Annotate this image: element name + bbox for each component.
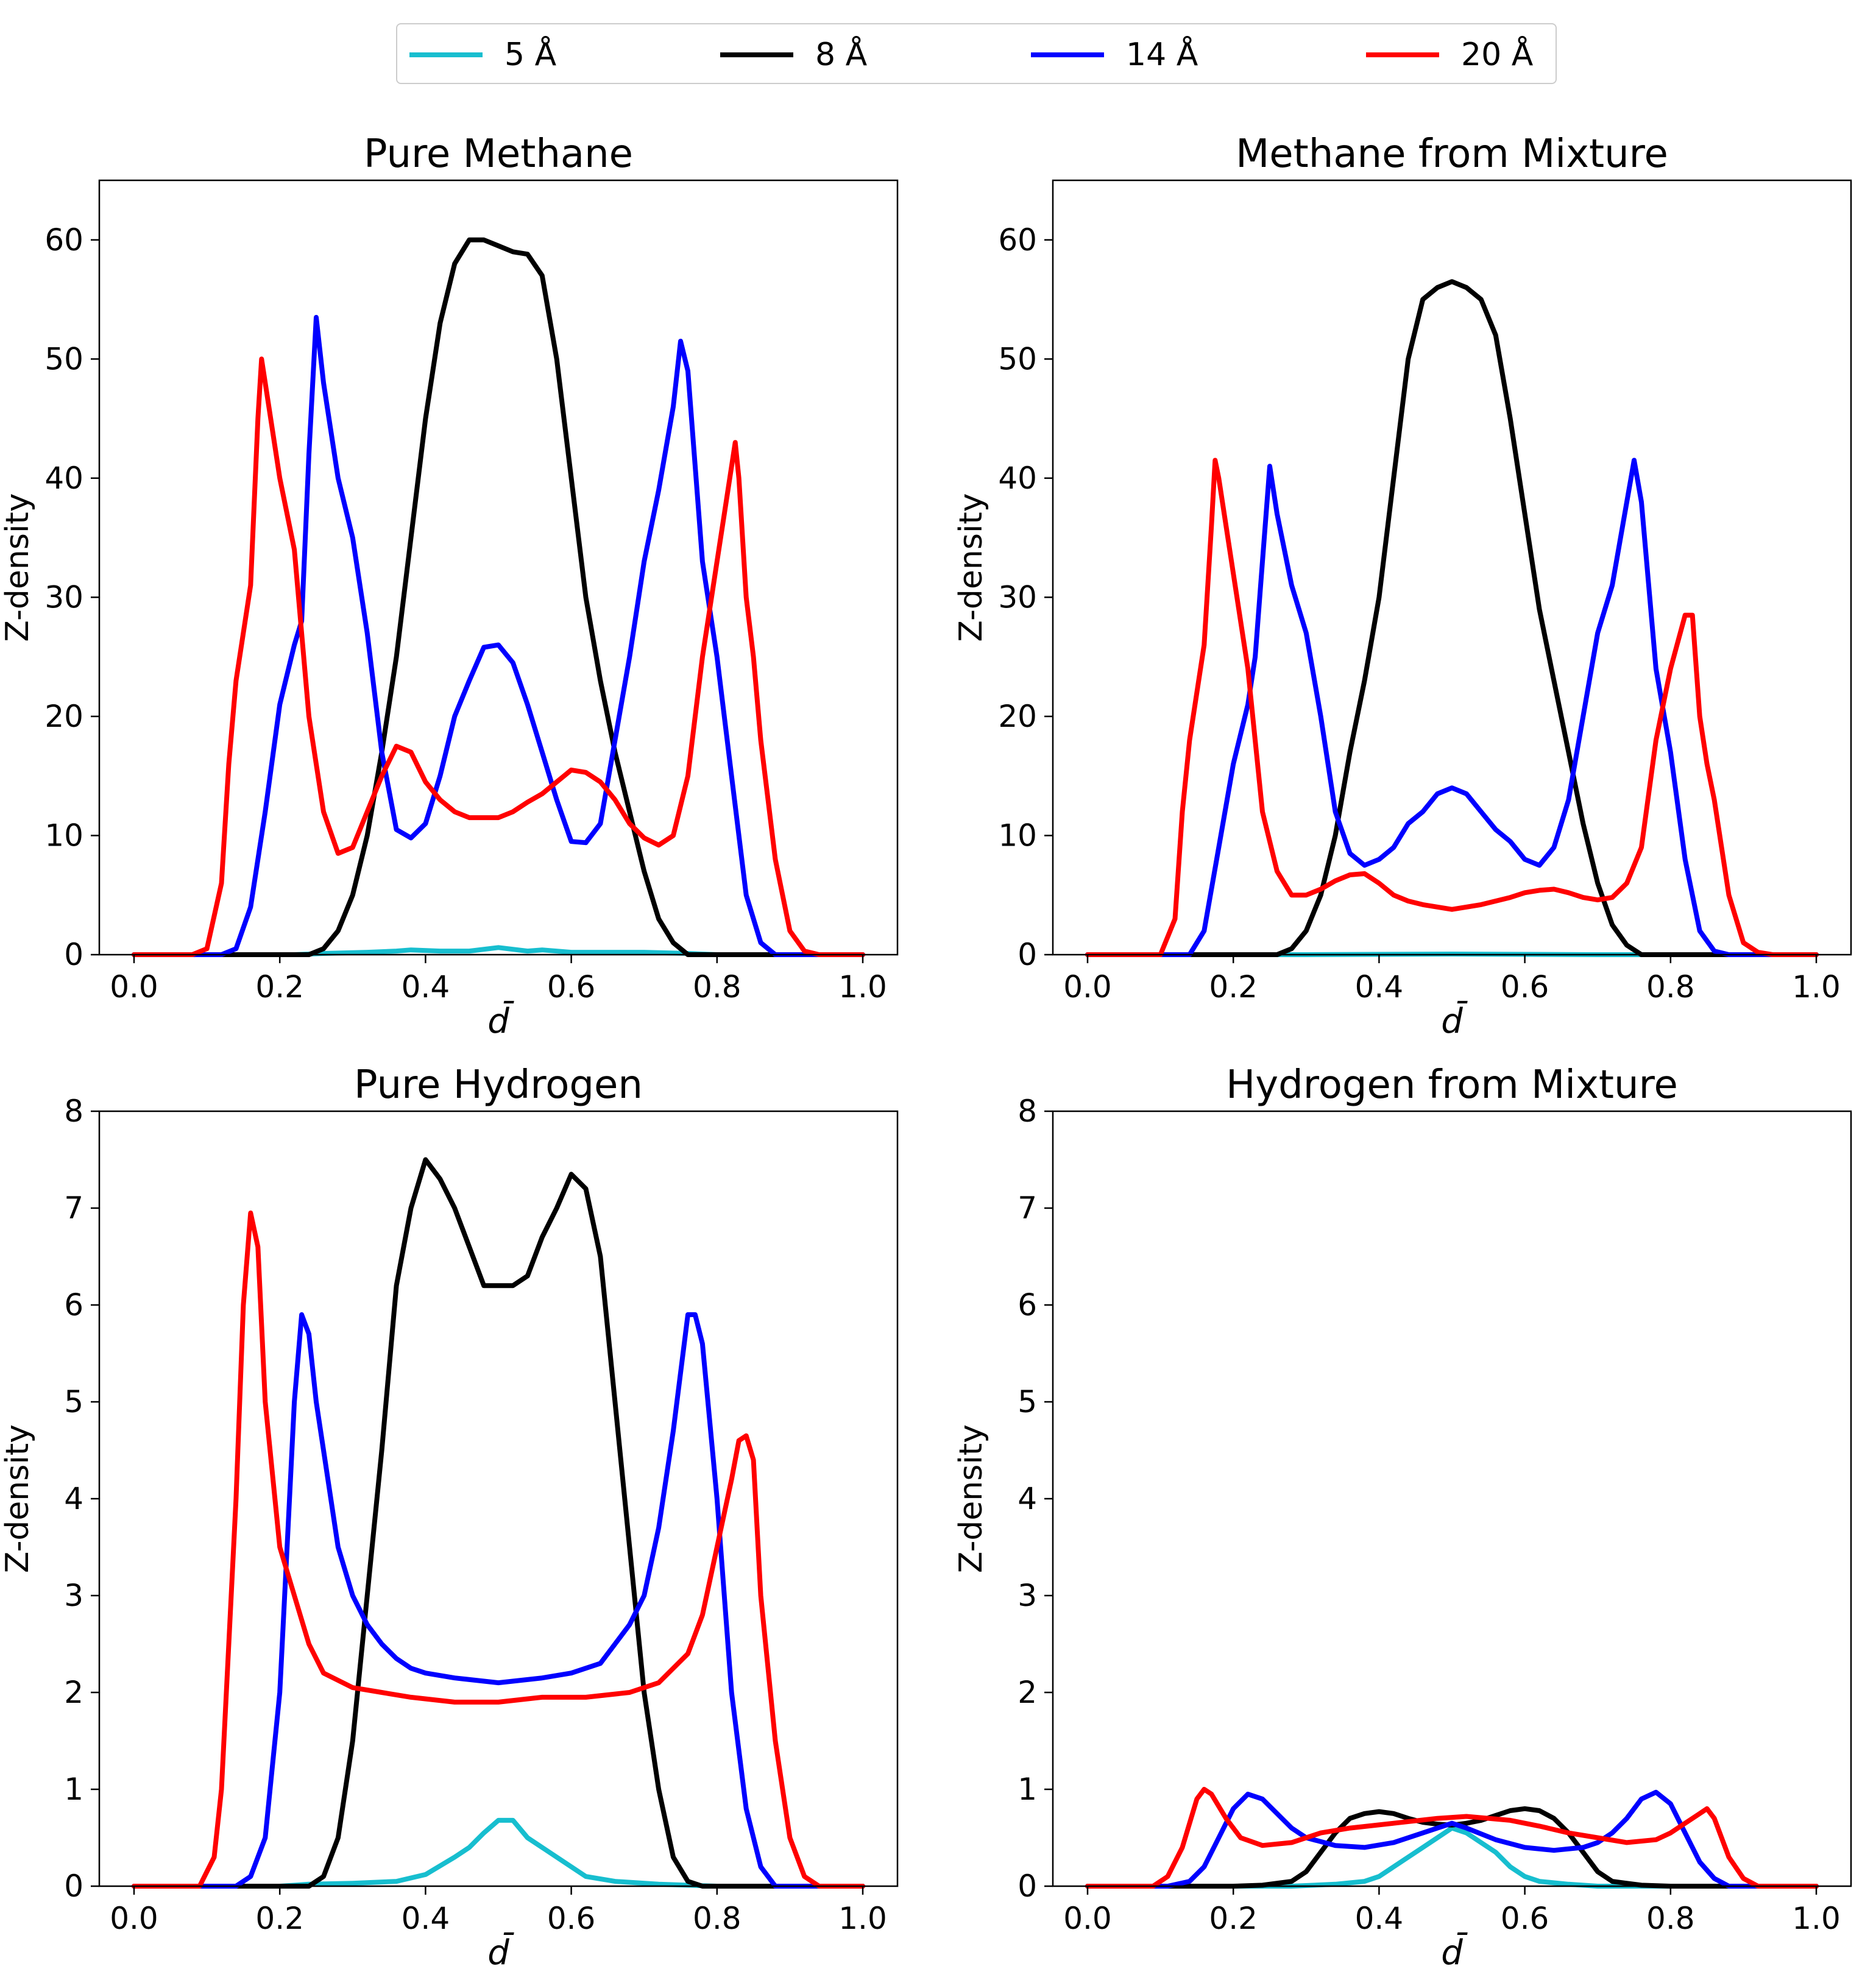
legend-swatch-5A bbox=[409, 52, 483, 57]
chart-3-y-tick-label: 0 bbox=[64, 1869, 83, 1904]
legend-swatch-8A bbox=[720, 52, 793, 57]
legend-entry-8A: 8 Å bbox=[720, 24, 867, 85]
chart-3-x-tick-label: 0.4 bbox=[402, 1901, 450, 1936]
chart-1-series-2-line bbox=[132, 237, 865, 957]
chart-3-y-tick-label: 1 bbox=[64, 1772, 83, 1807]
chart-4-x-axis-label: d̄ bbox=[1441, 1933, 1468, 1973]
chart-2-x-tick-label: 0.0 bbox=[1063, 969, 1112, 1005]
chart-3-series-2-line bbox=[132, 1157, 865, 1889]
chart-2-y-tick-label: 40 bbox=[998, 461, 1037, 496]
chart-3-y-tick-label: 3 bbox=[64, 1578, 83, 1613]
legend-entry-14A: 14 Å bbox=[1031, 24, 1198, 85]
chart-2-x-tick-label: 0.4 bbox=[1355, 969, 1404, 1005]
legend-swatch-20A bbox=[1366, 52, 1439, 57]
chart-4-title: Hydrogen from Mixture bbox=[1226, 1062, 1678, 1108]
chart-1-x-tick-label: 0.4 bbox=[402, 969, 450, 1005]
chart-2-x-tick-label: 1.0 bbox=[1792, 969, 1841, 1005]
chart-3-y-tick-label: 4 bbox=[64, 1481, 83, 1516]
chart-2-x-tick-label: 0.8 bbox=[1646, 969, 1695, 1005]
chart-1-y-tick-label: 40 bbox=[44, 461, 83, 496]
chart-3-x-tick-label: 0.8 bbox=[693, 1901, 742, 1936]
chart-2-series-2-line bbox=[1085, 279, 1819, 957]
chart-4-y-tick-label: 3 bbox=[1018, 1578, 1037, 1613]
chart-3-x-axis-label: d̄ bbox=[487, 1933, 514, 1973]
legend-label-14A: 14 Å bbox=[1126, 37, 1198, 73]
chart-4-x-tick-label: 0.2 bbox=[1209, 1901, 1258, 1936]
chart-1-x-tick-label: 0.0 bbox=[110, 969, 158, 1005]
chart-1-x-tick-label: 0.8 bbox=[693, 969, 742, 1005]
chart-3-y-tick-label: 2 bbox=[64, 1675, 83, 1710]
legend-swatch-14A bbox=[1031, 52, 1104, 57]
chart-4-y-tick-label: 1 bbox=[1018, 1772, 1037, 1807]
chart-3-y-tick-label: 6 bbox=[64, 1287, 83, 1323]
chart-1-series-3-line bbox=[132, 314, 865, 957]
chart-4-y-tick-label: 2 bbox=[1018, 1675, 1037, 1710]
chart-2-y-tick-label: 60 bbox=[998, 222, 1037, 258]
chart-3-y-tick-label: 5 bbox=[64, 1384, 83, 1420]
chart-2-series-3-line bbox=[1085, 458, 1819, 957]
legend-label-8A: 8 Å bbox=[815, 37, 868, 73]
chart-4-series-1-line bbox=[1085, 1825, 1819, 1889]
chart-4-x-tick-label: 0.4 bbox=[1355, 1901, 1404, 1936]
chart-1-y-tick-label: 20 bbox=[44, 699, 83, 734]
chart-4-y-tick-label: 5 bbox=[1018, 1384, 1037, 1420]
chart-3-x-tick-label: 0.2 bbox=[255, 1901, 304, 1936]
chart-1-title: Pure Methane bbox=[364, 132, 633, 177]
chart-4-y-tick-label: 7 bbox=[1018, 1190, 1037, 1226]
chart-4-y-tick-label: 4 bbox=[1018, 1481, 1037, 1516]
legend-entry-20A: 20 Å bbox=[1366, 24, 1533, 85]
chart-4-y-tick-label: 8 bbox=[1018, 1094, 1037, 1129]
chart-1-series-1-line bbox=[132, 945, 865, 957]
chart-2-y-tick-label: 20 bbox=[998, 699, 1037, 734]
chart-4-plot-frame bbox=[1052, 1110, 1852, 1887]
chart-1-y-tick-label: 30 bbox=[44, 579, 83, 615]
chart-3-y-axis-label: Z-density bbox=[0, 1424, 36, 1573]
chart-3-x-tick-label: 0.6 bbox=[547, 1901, 596, 1936]
chart-2-x-tick-label: 0.6 bbox=[1501, 969, 1549, 1005]
chart-1-x-tick-label: 1.0 bbox=[838, 969, 887, 1005]
chart-2-series-4-line bbox=[1085, 458, 1819, 957]
legend-label-20A: 20 Å bbox=[1461, 37, 1534, 73]
chart-1-x-tick-label: 0.6 bbox=[547, 969, 596, 1005]
chart-1-y-tick-label: 60 bbox=[44, 222, 83, 258]
chart-1-series-4-line bbox=[132, 356, 865, 957]
chart-1-y-tick-label: 10 bbox=[44, 818, 83, 853]
chart-4-y-tick-label: 0 bbox=[1018, 1869, 1037, 1904]
chart-2-x-tick-label: 0.2 bbox=[1209, 969, 1258, 1005]
chart-3-x-tick-label: 0.0 bbox=[110, 1901, 158, 1936]
chart-4-x-tick-label: 0.0 bbox=[1063, 1901, 1112, 1936]
chart-1-y-tick-label: 50 bbox=[44, 341, 83, 377]
chart-1-x-tick-label: 0.2 bbox=[255, 969, 304, 1005]
chart-2-title: Methane from Mixture bbox=[1236, 132, 1668, 177]
chart-4-y-tick-label: 6 bbox=[1018, 1287, 1037, 1323]
chart-3-y-tick-label: 7 bbox=[64, 1190, 83, 1226]
chart-4-y-axis-label: Z-density bbox=[953, 1424, 989, 1573]
chart-1-y-tick-label: 0 bbox=[64, 937, 83, 972]
chart-4-x-tick-label: 1.0 bbox=[1792, 1901, 1841, 1936]
chart-4-x-tick-label: 0.8 bbox=[1646, 1901, 1695, 1936]
legend-label-5A: 5 Å bbox=[504, 37, 557, 73]
chart-2-x-axis-label: d̄ bbox=[1441, 1002, 1468, 1041]
chart-1-y-axis-label: Z-density bbox=[0, 493, 36, 642]
chart-3-series-3-line bbox=[132, 1312, 865, 1889]
chart-2-y-tick-label: 50 bbox=[998, 341, 1037, 377]
legend: 5 Å 8 Å 14 Å 20 Å bbox=[396, 23, 1557, 84]
chart-2-plot-frame bbox=[1052, 179, 1852, 956]
chart-2-y-tick-label: 30 bbox=[998, 579, 1037, 615]
chart-4-series-4-line bbox=[1085, 1787, 1819, 1889]
chart-3-series-4-line bbox=[132, 1211, 865, 1889]
chart-3-title: Pure Hydrogen bbox=[354, 1062, 643, 1108]
chart-1-x-axis-label: d̄ bbox=[487, 1002, 514, 1041]
chart-2-y-tick-label: 10 bbox=[998, 818, 1037, 853]
chart-4-series-3-line bbox=[1085, 1789, 1819, 1889]
chart-2-y-axis-label: Z-density bbox=[953, 493, 989, 642]
legend-entry-5A: 5 Å bbox=[409, 24, 556, 85]
chart-4-x-tick-label: 0.6 bbox=[1501, 1901, 1549, 1936]
chart-3-x-tick-label: 1.0 bbox=[838, 1901, 887, 1936]
chart-3-series-1-line bbox=[132, 1817, 865, 1889]
chart-1-plot-frame bbox=[98, 179, 899, 956]
chart-2-y-tick-label: 0 bbox=[1018, 937, 1037, 972]
chart-3-y-tick-label: 8 bbox=[64, 1094, 83, 1129]
